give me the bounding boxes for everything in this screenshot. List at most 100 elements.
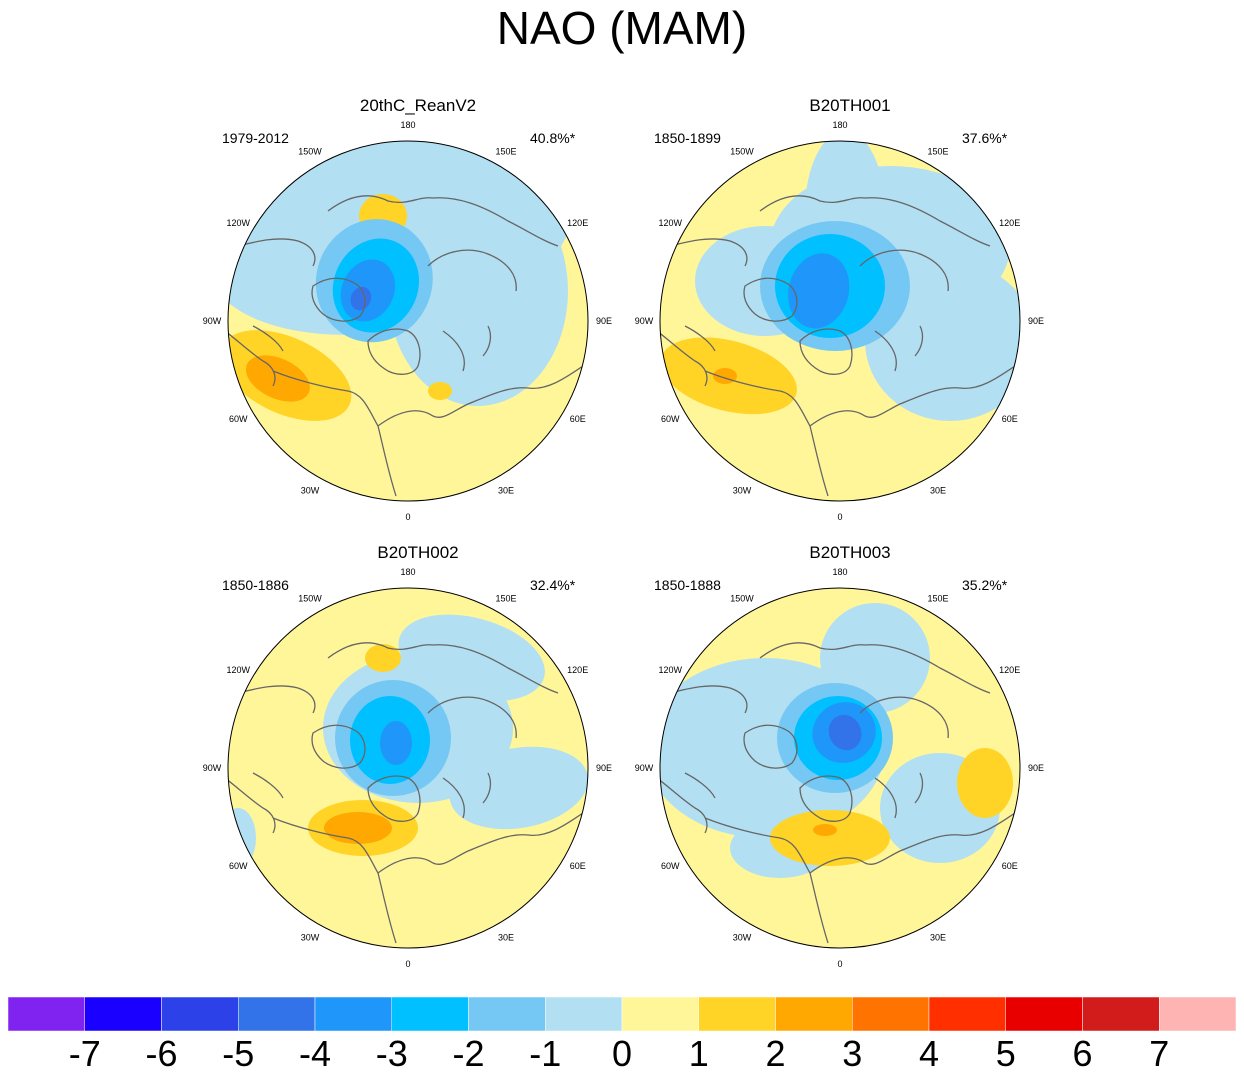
colorbar-tick-label: -4 xyxy=(298,1033,331,1074)
colorbar-swatch xyxy=(391,997,469,1031)
map-fill xyxy=(660,588,1020,948)
longitude-label: 180 xyxy=(400,120,415,130)
longitude-label: 120E xyxy=(999,665,1020,675)
polar-stereographic-map: 180 150E 120E 90E 60E 30E 0 30W 60W 90W 120W 150W xyxy=(203,567,612,969)
longitude-label: 30E xyxy=(930,933,946,943)
colorbar-tick-label: -1 xyxy=(529,1033,562,1074)
colorbar-tick-label: 0 xyxy=(611,1033,633,1074)
colorbar-swatch xyxy=(545,997,623,1031)
map-border xyxy=(659,587,1021,949)
coastlines xyxy=(660,642,1016,944)
panel-title: B20TH003 xyxy=(809,543,891,562)
colorbar-tick-label: 7 xyxy=(1149,1033,1170,1074)
longitude-label: 150E xyxy=(495,593,516,603)
panel-explained-variance: 37.6%* xyxy=(962,130,1008,146)
longitude-label: 120E xyxy=(567,665,588,675)
map-panel-3: B20TH002 1850-1886 32.4%* 180 150E 120E 90E… xyxy=(203,543,650,983)
longitude-label: 90E xyxy=(596,316,612,326)
longitude-label: 90E xyxy=(1028,763,1044,773)
colorbar-swatch xyxy=(1159,997,1236,1031)
anomaly-contour-neg4 xyxy=(788,253,850,329)
colorbar-swatch xyxy=(8,997,85,1031)
longitude-label: 120W xyxy=(227,218,251,228)
colorbar-swatch xyxy=(775,997,853,1031)
anomaly-contour-neg5 xyxy=(350,286,372,311)
polar-stereographic-map: 180 150E 120E 90E 60E 30E 0 30W 60W 90W 120W 150W xyxy=(203,120,612,522)
longitude-label: 30W xyxy=(733,486,752,496)
colorbar-swatch xyxy=(1082,997,1160,1031)
anomaly-contour-pos2 xyxy=(324,812,392,844)
longitude-label: 30E xyxy=(498,933,514,943)
panel-explained-variance: 40.8%* xyxy=(530,130,576,146)
panel-title: 20thC_ReanV2 xyxy=(359,96,477,115)
anomaly-contour-pos1 xyxy=(957,748,1013,818)
longitude-label: 30W xyxy=(301,486,320,496)
longitude-label: 120E xyxy=(567,218,588,228)
longitude-label: 90E xyxy=(596,763,612,773)
longitude-label: 0 xyxy=(405,959,410,969)
anomaly-contour-pos1 xyxy=(428,382,452,400)
coastlines xyxy=(228,195,584,497)
longitude-label: 0 xyxy=(837,512,842,522)
colorbar-swatch xyxy=(621,997,699,1031)
coastlines xyxy=(228,642,584,944)
longitude-label: 0 xyxy=(837,959,842,969)
anomaly-contour-neg1 xyxy=(398,614,545,702)
longitude-label: 60W xyxy=(661,861,680,871)
longitude-label: 30W xyxy=(301,933,320,943)
polar-stereographic-map: 180 150E 120E 90E 60E 30E 0 30W 60W 90W 120W 150W xyxy=(635,120,1044,522)
longitude-label: 60E xyxy=(570,414,586,424)
colorbar-swatch xyxy=(928,997,1006,1031)
longitude-label: 90W xyxy=(203,316,222,326)
map-panel-1: 20thC_ReanV2 1979-2012 40.8%* 180 150E 120… xyxy=(203,96,650,536)
colorbar-tick-label: 6 xyxy=(1072,1033,1093,1074)
longitude-label: 150W xyxy=(298,593,322,603)
map-border xyxy=(227,587,589,949)
colorbar xyxy=(8,997,1236,1031)
longitude-label: 60E xyxy=(1002,414,1018,424)
anomaly-contour-pos1 xyxy=(365,644,401,672)
longitude-label: 30E xyxy=(498,486,514,496)
panel-title: B20TH001 xyxy=(809,96,891,115)
coastlines xyxy=(660,195,1016,497)
panel-period: 1850-1886 xyxy=(222,577,289,593)
colorbar-tick-label: 4 xyxy=(918,1033,940,1074)
colorbar-swatch xyxy=(238,997,316,1031)
longitude-label: 120E xyxy=(999,218,1020,228)
longitude-label: 120W xyxy=(659,218,683,228)
colorbar-tick-label: 1 xyxy=(688,1033,709,1074)
longitude-label: 180 xyxy=(832,120,847,130)
map-panel-4: B20TH003 1850-1888 35.2%* 180 150E 120E 90E… xyxy=(635,543,1082,983)
colorbar-tick-label: -5 xyxy=(222,1033,255,1074)
colorbar-swatch xyxy=(852,997,930,1031)
longitude-label: 60E xyxy=(570,861,586,871)
panel-period: 1850-1888 xyxy=(654,577,721,593)
longitude-label: 60W xyxy=(229,414,248,424)
polar-stereographic-map: 180 150E 120E 90E 60E 30E 0 30W 60W 90W 120W 150W xyxy=(635,567,1044,969)
anomaly-contour-neg1 xyxy=(228,808,256,868)
longitude-label: 0 xyxy=(405,512,410,522)
longitude-label: 150W xyxy=(730,146,754,156)
colorbar-tick-label: -6 xyxy=(145,1033,178,1074)
anomaly-contour-pos2 xyxy=(245,355,310,402)
longitude-label: 60W xyxy=(229,861,248,871)
anomaly-contour-neg1 xyxy=(449,746,588,830)
panel-period: 1979-2012 xyxy=(222,130,289,146)
figure-title: NAO (MAM) xyxy=(496,2,748,54)
colorbar-tick-label: -2 xyxy=(452,1033,485,1074)
longitude-label: 150E xyxy=(927,146,948,156)
map-panel-2: B20TH001 1850-1899 37.6%* 180 150E 120E 90E… xyxy=(635,96,1082,536)
longitude-label: 150E xyxy=(495,146,516,156)
colorbar-swatch xyxy=(314,997,392,1031)
anomaly-contour-neg4 xyxy=(380,721,412,765)
colorbar-swatch xyxy=(1005,997,1083,1031)
anomaly-contour-pos2 xyxy=(813,824,837,836)
colorbar-tick-label: -3 xyxy=(375,1033,408,1074)
longitude-label: 180 xyxy=(832,567,847,577)
anomaly-contour-pos1 xyxy=(770,810,890,866)
colorbar-swatch xyxy=(468,997,546,1031)
longitude-label: 120W xyxy=(227,665,251,675)
longitude-label: 30W xyxy=(733,933,752,943)
colorbar-swatch xyxy=(84,997,162,1031)
longitude-label: 90W xyxy=(203,763,222,773)
